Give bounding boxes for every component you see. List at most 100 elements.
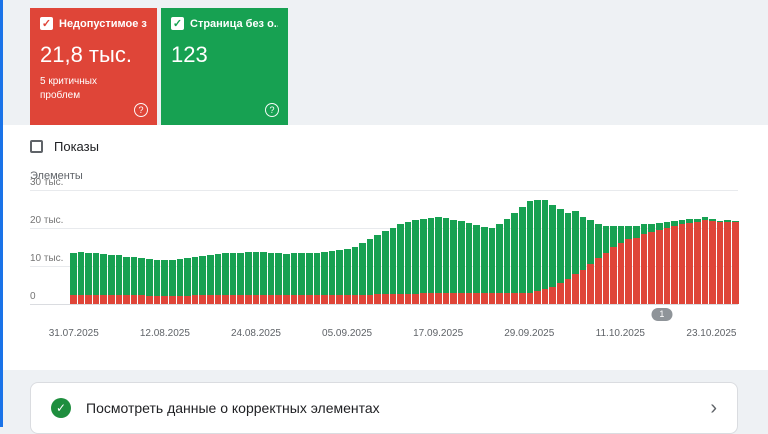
chart-bar[interactable] <box>100 190 107 304</box>
chart-bar[interactable] <box>268 190 275 304</box>
chart-bar[interactable] <box>405 190 412 304</box>
chart-bar[interactable] <box>610 190 617 304</box>
chart-bar[interactable] <box>275 190 282 304</box>
chart-bar[interactable] <box>367 190 374 304</box>
chart-bar[interactable] <box>496 190 503 304</box>
chart-bar[interactable] <box>702 190 709 304</box>
chart-bar[interactable] <box>336 190 343 304</box>
chart-bar[interactable] <box>527 190 534 304</box>
chart-bar[interactable] <box>93 190 100 304</box>
chart-bar[interactable] <box>580 190 587 304</box>
chart-bar[interactable] <box>138 190 145 304</box>
chart-bar[interactable] <box>664 190 671 304</box>
chart-bar[interactable] <box>131 190 138 304</box>
chart-bar[interactable] <box>70 190 77 304</box>
chart-bar[interactable] <box>679 190 686 304</box>
error-segment <box>580 270 587 304</box>
chart-bar[interactable] <box>732 190 739 304</box>
chart-bar[interactable] <box>557 190 564 304</box>
chart-bar[interactable] <box>618 190 625 304</box>
chart-bar[interactable] <box>298 190 305 304</box>
chart-bar[interactable] <box>253 190 260 304</box>
chart-bar[interactable] <box>78 190 85 304</box>
help-icon[interactable]: ? <box>265 103 279 117</box>
chart-bar[interactable] <box>237 190 244 304</box>
chart-bar[interactable] <box>260 190 267 304</box>
chart-bar[interactable] <box>374 190 381 304</box>
chart-bar[interactable] <box>724 190 731 304</box>
chart-bar[interactable] <box>199 190 206 304</box>
help-icon[interactable]: ? <box>134 103 148 117</box>
chart-bar[interactable] <box>169 190 176 304</box>
chart-bar[interactable] <box>108 190 115 304</box>
chart-bar[interactable] <box>192 190 199 304</box>
chart-bar[interactable] <box>222 190 229 304</box>
chart-bar[interactable] <box>352 190 359 304</box>
chart-bar[interactable] <box>603 190 610 304</box>
impressions-toggle[interactable]: Показы <box>30 139 150 154</box>
chart-bar[interactable] <box>671 190 678 304</box>
chart-bar[interactable] <box>116 190 123 304</box>
errors-metric-card[interactable]: ✓ Недопустимое з... 21,8 тыс. 5 критичны… <box>30 8 157 125</box>
chart-bar[interactable] <box>572 190 579 304</box>
chart-bar[interactable] <box>656 190 663 304</box>
chart-bar[interactable] <box>382 190 389 304</box>
valid-card-checkbox[interactable]: ✓ <box>171 17 184 30</box>
chart-bar[interactable] <box>641 190 648 304</box>
chart-bar[interactable] <box>329 190 336 304</box>
chart-bar[interactable] <box>359 190 366 304</box>
chart-bar[interactable] <box>450 190 457 304</box>
chart-bar[interactable] <box>458 190 465 304</box>
chart-bar[interactable] <box>625 190 632 304</box>
chart-bar[interactable] <box>283 190 290 304</box>
chart-bar[interactable] <box>85 190 92 304</box>
chart-bar[interactable] <box>686 190 693 304</box>
chart-bar[interactable] <box>412 190 419 304</box>
chart-bar[interactable] <box>519 190 526 304</box>
chart-bar[interactable] <box>473 190 480 304</box>
chart-bar[interactable] <box>648 190 655 304</box>
chart-bar[interactable] <box>534 190 541 304</box>
chart-bar[interactable] <box>694 190 701 304</box>
chart-bar[interactable] <box>549 190 556 304</box>
chart-bar[interactable] <box>443 190 450 304</box>
chart-bar[interactable] <box>504 190 511 304</box>
chart-bar[interactable] <box>207 190 214 304</box>
chart-bar[interactable] <box>177 190 184 304</box>
chart-bar[interactable] <box>565 190 572 304</box>
chart-bar[interactable] <box>511 190 518 304</box>
chart-bar[interactable] <box>306 190 313 304</box>
chart-bar[interactable] <box>633 190 640 304</box>
chart-bar[interactable] <box>390 190 397 304</box>
chart-bar[interactable] <box>291 190 298 304</box>
chart-bar[interactable] <box>184 190 191 304</box>
chart-bar[interactable] <box>215 190 222 304</box>
chart-bar[interactable] <box>154 190 161 304</box>
chart-bar[interactable] <box>435 190 442 304</box>
axis-marker-badge[interactable]: 1 <box>651 308 672 321</box>
chart-bar[interactable] <box>230 190 237 304</box>
chart-bar[interactable] <box>717 190 724 304</box>
chart-bar[interactable] <box>321 190 328 304</box>
valid-metric-card[interactable]: ✓ Страница без о... 123 ? <box>161 8 288 125</box>
impressions-checkbox[interactable] <box>30 140 43 153</box>
chart-bar[interactable] <box>161 190 168 304</box>
chart-bar[interactable] <box>595 190 602 304</box>
chart-bar[interactable] <box>245 190 252 304</box>
chart-bar[interactable] <box>146 190 153 304</box>
valid-items-link-card[interactable]: ✓ Посмотреть данные о корректных элемент… <box>30 382 738 434</box>
chart-bar[interactable] <box>709 190 716 304</box>
chart-bar[interactable] <box>587 190 594 304</box>
chart-bar[interactable] <box>481 190 488 304</box>
chevron-right-icon[interactable]: › <box>710 398 717 418</box>
chart-bar[interactable] <box>542 190 549 304</box>
chart-bar[interactable] <box>123 190 130 304</box>
chart-bar[interactable] <box>420 190 427 304</box>
chart-bar[interactable] <box>314 190 321 304</box>
chart-bar[interactable] <box>397 190 404 304</box>
errors-card-checkbox[interactable]: ✓ <box>40 17 53 30</box>
chart-bar[interactable] <box>466 190 473 304</box>
chart-bar[interactable] <box>489 190 496 304</box>
chart-bar[interactable] <box>344 190 351 304</box>
chart-bar[interactable] <box>428 190 435 304</box>
